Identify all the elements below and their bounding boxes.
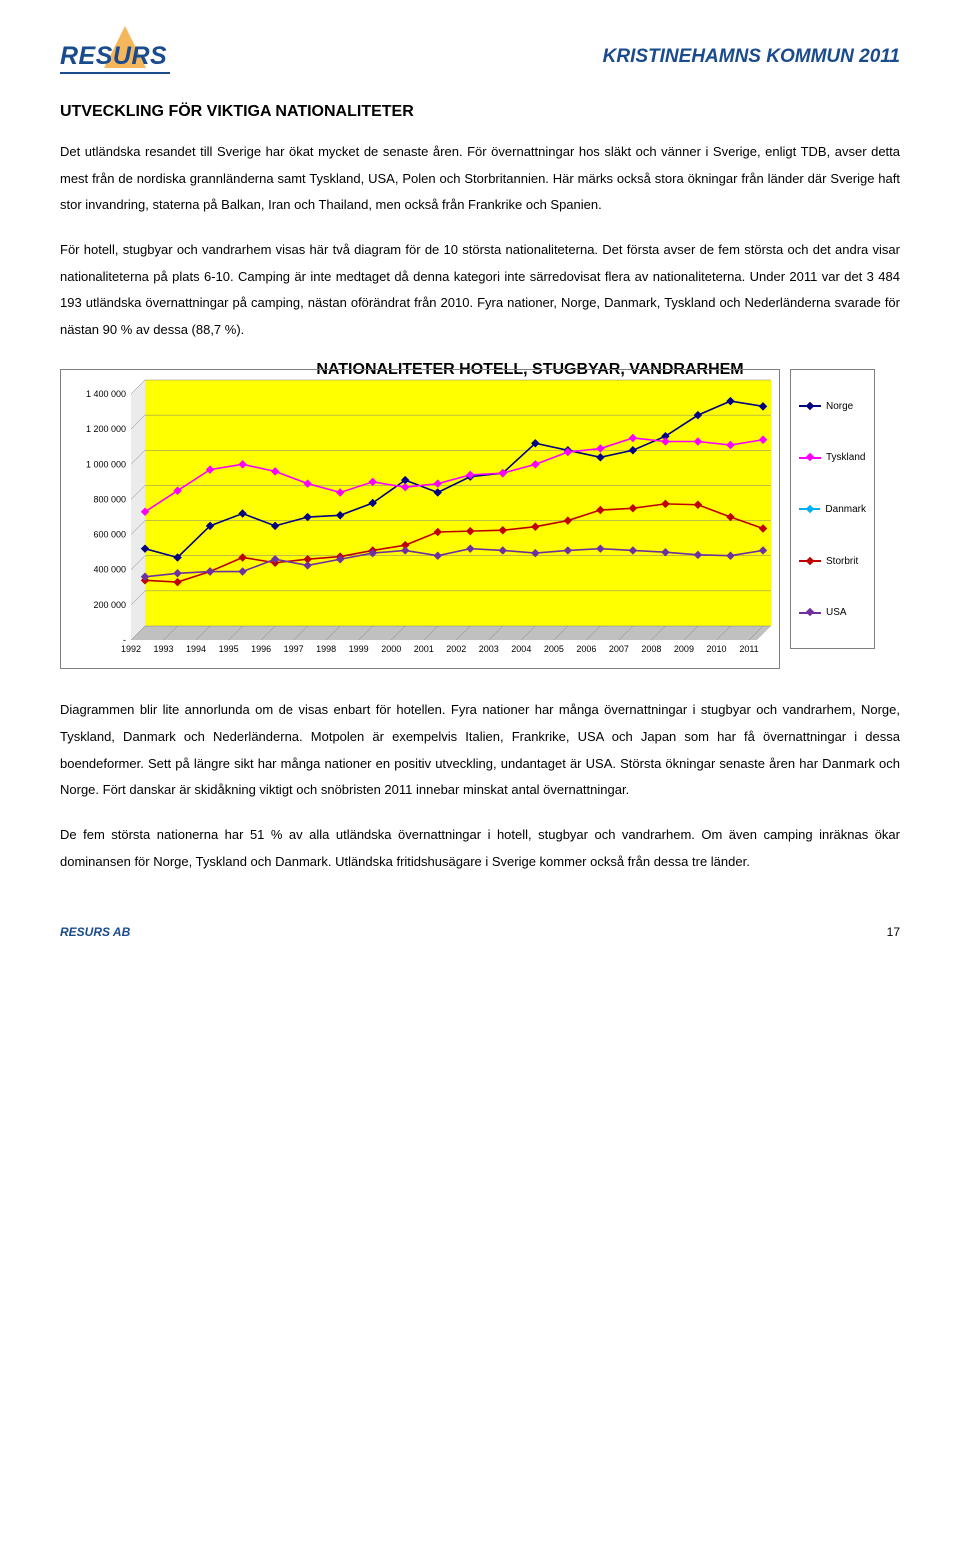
legend-swatch [799,405,821,407]
page-footer: RESURS AB 17 [60,925,900,939]
logo: RESURS [60,30,190,85]
body-paragraph-4: De fem största nationerna har 51 % av al… [60,822,900,875]
svg-text:2005: 2005 [544,644,564,654]
chart-legend: Norge Tyskland Danmark Storbrit USA [790,369,875,649]
legend-label: Tyskland [826,452,865,463]
chart-container: NATIONALITETER HOTELL, STUGBYAR, VANDRAR… [60,361,900,669]
svg-text:1992: 1992 [121,644,141,654]
svg-text:2000: 2000 [381,644,401,654]
svg-text:2007: 2007 [609,644,629,654]
footer-company: RESURS AB [60,925,130,939]
logo-text: RESURS [60,42,167,71]
svg-text:2003: 2003 [479,644,499,654]
svg-text:1999: 1999 [349,644,369,654]
svg-text:2009: 2009 [674,644,694,654]
svg-text:1 400 000: 1 400 000 [86,389,126,399]
svg-text:2011: 2011 [739,644,758,654]
legend-label: Danmark [825,504,866,515]
legend-item: Tyskland [799,452,866,463]
svg-text:2002: 2002 [446,644,466,654]
legend-item: Danmark [799,504,866,515]
legend-item: Norge [799,401,866,412]
svg-text:2006: 2006 [576,644,596,654]
chart-svg: -200 000400 000600 000800 0001 000 0001 … [61,370,781,670]
svg-text:2004: 2004 [511,644,531,654]
svg-text:2008: 2008 [641,644,661,654]
svg-text:1993: 1993 [154,644,174,654]
section-heading: UTVECKLING FÖR VIKTIGA NATIONALITETER [60,103,900,121]
legend-label: Storbrit [826,556,858,567]
svg-text:2010: 2010 [706,644,726,654]
legend-swatch [799,457,821,459]
svg-text:1996: 1996 [251,644,271,654]
legend-item: USA [799,607,866,618]
legend-label: Norge [826,401,853,412]
body-paragraph-1: Det utländska resandet till Sverige har … [60,139,900,219]
body-paragraph-3: Diagrammen blir lite annorlunda om de vi… [60,697,900,804]
svg-text:200 000: 200 000 [93,600,126,610]
legend-swatch [799,560,821,562]
document-title: KRISTINEHAMNS KOMMUN 2011 [603,30,900,68]
svg-text:1995: 1995 [219,644,239,654]
legend-swatch [799,612,821,614]
svg-text:1994: 1994 [186,644,206,654]
footer-page-number: 17 [887,925,900,939]
svg-text:1 000 000: 1 000 000 [86,460,126,470]
body-paragraph-2: För hotell, stugbyar och vandrarhem visa… [60,237,900,344]
svg-text:2001: 2001 [414,644,434,654]
legend-item: Storbrit [799,556,866,567]
chart-plot: -200 000400 000600 000800 0001 000 0001 … [60,369,780,669]
svg-text:1 200 000: 1 200 000 [86,425,126,435]
svg-text:600 000: 600 000 [93,530,126,540]
svg-text:1997: 1997 [284,644,304,654]
svg-text:1998: 1998 [316,644,336,654]
logo-underline [60,72,170,74]
svg-text:800 000: 800 000 [93,495,126,505]
svg-text:400 000: 400 000 [93,565,126,575]
legend-label: USA [826,607,847,618]
legend-swatch [799,508,820,510]
